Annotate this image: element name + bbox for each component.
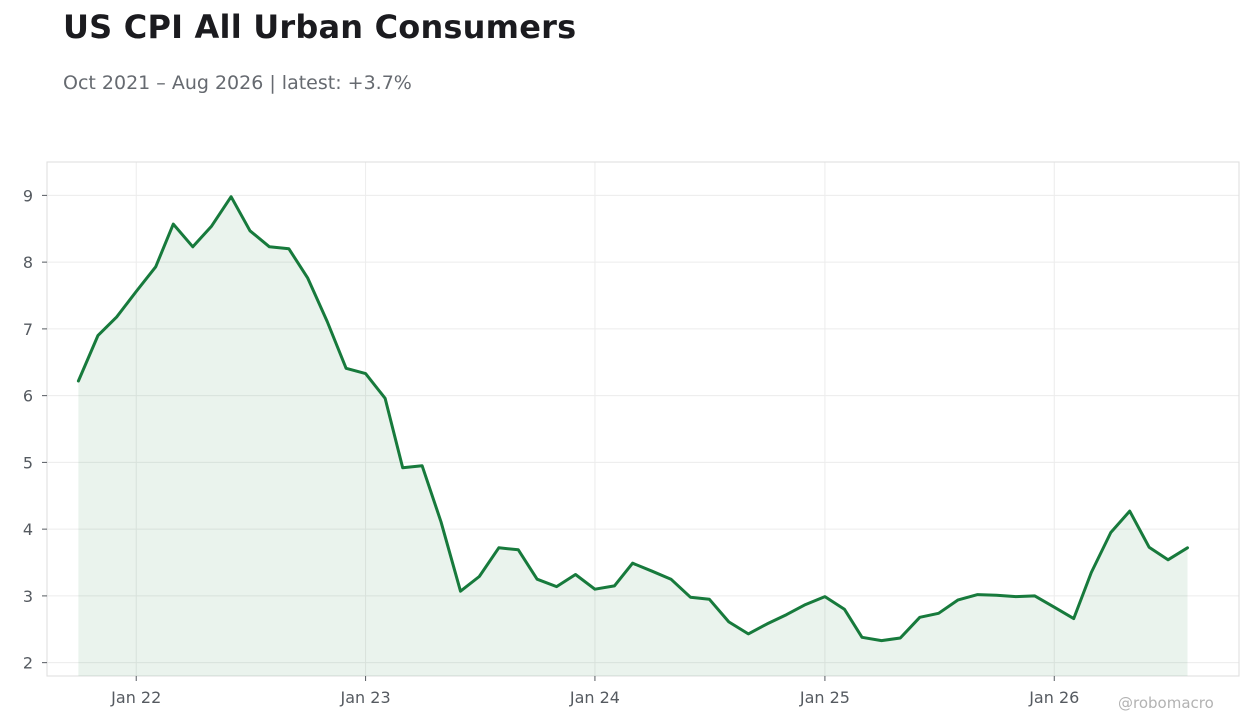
y-axis-ticks: 2 3 4 5 6 7 8 9 — [23, 186, 47, 673]
plot-frame — [46, 161, 1240, 677]
grid-lines — [47, 162, 1239, 676]
y-tick-label: 8 — [23, 253, 33, 272]
watermark: @robomacro — [1118, 694, 1214, 712]
chart-subtitle: Oct 2021 – Aug 2026 | latest: +3.7% — [63, 72, 412, 94]
cpi-area-fill — [78, 196, 1188, 676]
x-tick-label: Jan 22 — [110, 688, 161, 707]
y-tick-label: 2 — [23, 654, 33, 673]
x-axis-ticks: Jan 22 Jan 23 Jan 24 Jan 25 Jan 26 — [110, 676, 1079, 707]
x-tick-label: Jan 24 — [569, 688, 620, 707]
y-tick-label: 5 — [23, 453, 33, 472]
cpi-series-line — [76, 195, 1189, 643]
y-tick-label: 6 — [23, 387, 33, 406]
y-tick-label: 3 — [23, 587, 33, 606]
x-tick-label: Jan 25 — [799, 688, 850, 707]
y-tick-label: 9 — [23, 186, 33, 205]
chart-title: US CPI All Urban Consumers — [63, 8, 577, 46]
x-tick-label: Jan 23 — [340, 688, 391, 707]
y-tick-label: 7 — [23, 320, 33, 339]
y-tick-label: 4 — [23, 520, 33, 539]
x-tick-label: Jan 26 — [1028, 688, 1079, 707]
